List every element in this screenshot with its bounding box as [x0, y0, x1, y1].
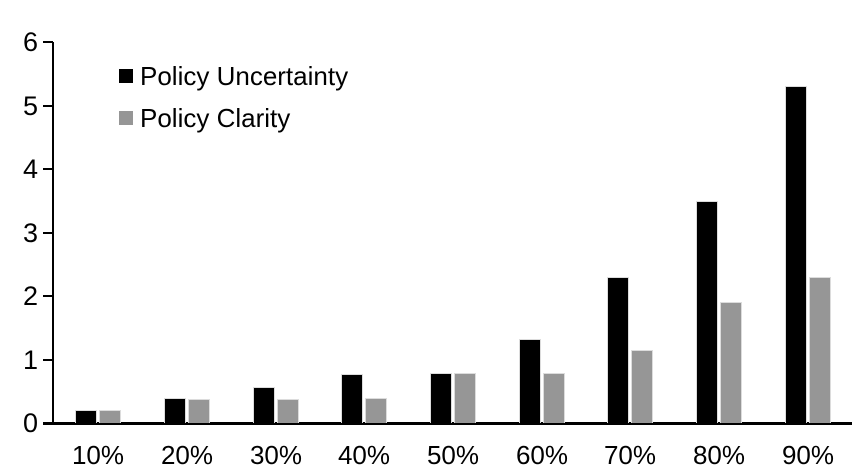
y-tick-label-5: 5 [22, 90, 38, 121]
bar-policy-uncertainty-20% [164, 398, 186, 423]
bar-policy-uncertainty-30% [253, 387, 275, 423]
bar-policy-clarity-60% [543, 373, 565, 423]
x-tick-label-20%: 20% [160, 440, 214, 470]
x-tick-label-60%: 60% [515, 440, 569, 470]
y-tick-label-2: 2 [22, 281, 38, 311]
bar-policy-clarity-50% [454, 373, 476, 423]
bar-policy-uncertainty-90% [785, 86, 807, 423]
y-tick-1 [43, 358, 53, 361]
legend-swatch-gray-icon [119, 111, 133, 125]
x-tick-label-70%: 70% [603, 440, 657, 470]
bar-policy-uncertainty-80% [696, 201, 718, 423]
bar-policy-uncertainty-60% [519, 339, 541, 423]
legend-label: Policy Uncertainty [140, 61, 349, 91]
legend-item-policy-clarity: Policy Clarity [119, 105, 348, 131]
y-tick-4 [43, 168, 53, 170]
bar-policy-uncertainty-70% [607, 277, 629, 423]
bar-policy-clarity-70% [631, 350, 653, 423]
x-tick-label-50%: 50% [426, 440, 480, 470]
bar-policy-clarity-80% [720, 302, 742, 423]
x-axis-line [43, 422, 852, 425]
bar-policy-uncertainty-50% [430, 373, 452, 423]
y-tick-0 [43, 422, 53, 424]
y-tick-label-4: 4 [22, 154, 38, 184]
y-axis-line [52, 42, 54, 423]
legend-item-policy-uncertainty: Policy Uncertainty [119, 63, 348, 89]
bar-policy-uncertainty-40% [341, 374, 363, 423]
bar-policy-uncertainty-10% [75, 410, 97, 423]
bar-policy-clarity-90% [809, 277, 831, 423]
bar-policy-clarity-40% [365, 398, 387, 423]
legend-swatch-black-icon [119, 69, 133, 83]
x-tick-label-10%: 10% [71, 440, 125, 470]
y-tick-label-6: 6 [22, 27, 38, 57]
y-tick-2 [43, 295, 53, 297]
bar-policy-clarity-30% [277, 399, 299, 423]
x-tick-label-90%: 90% [781, 440, 835, 470]
legend: Policy Uncertainty Policy Clarity [119, 63, 348, 147]
y-tick-3 [43, 231, 53, 234]
y-tick-6 [43, 41, 53, 43]
x-tick-label-40%: 40% [337, 440, 391, 470]
x-tick-label-30%: 30% [249, 440, 303, 470]
bar-policy-clarity-10% [99, 410, 121, 423]
bar-policy-clarity-20% [188, 399, 210, 423]
y-tick-5 [43, 104, 53, 107]
y-tick-label-3: 3 [22, 217, 38, 248]
y-tick-label-1: 1 [22, 344, 38, 375]
y-tick-label-0: 0 [22, 408, 38, 438]
legend-label: Policy Clarity [140, 103, 291, 133]
x-tick-label-80%: 80% [692, 440, 746, 470]
